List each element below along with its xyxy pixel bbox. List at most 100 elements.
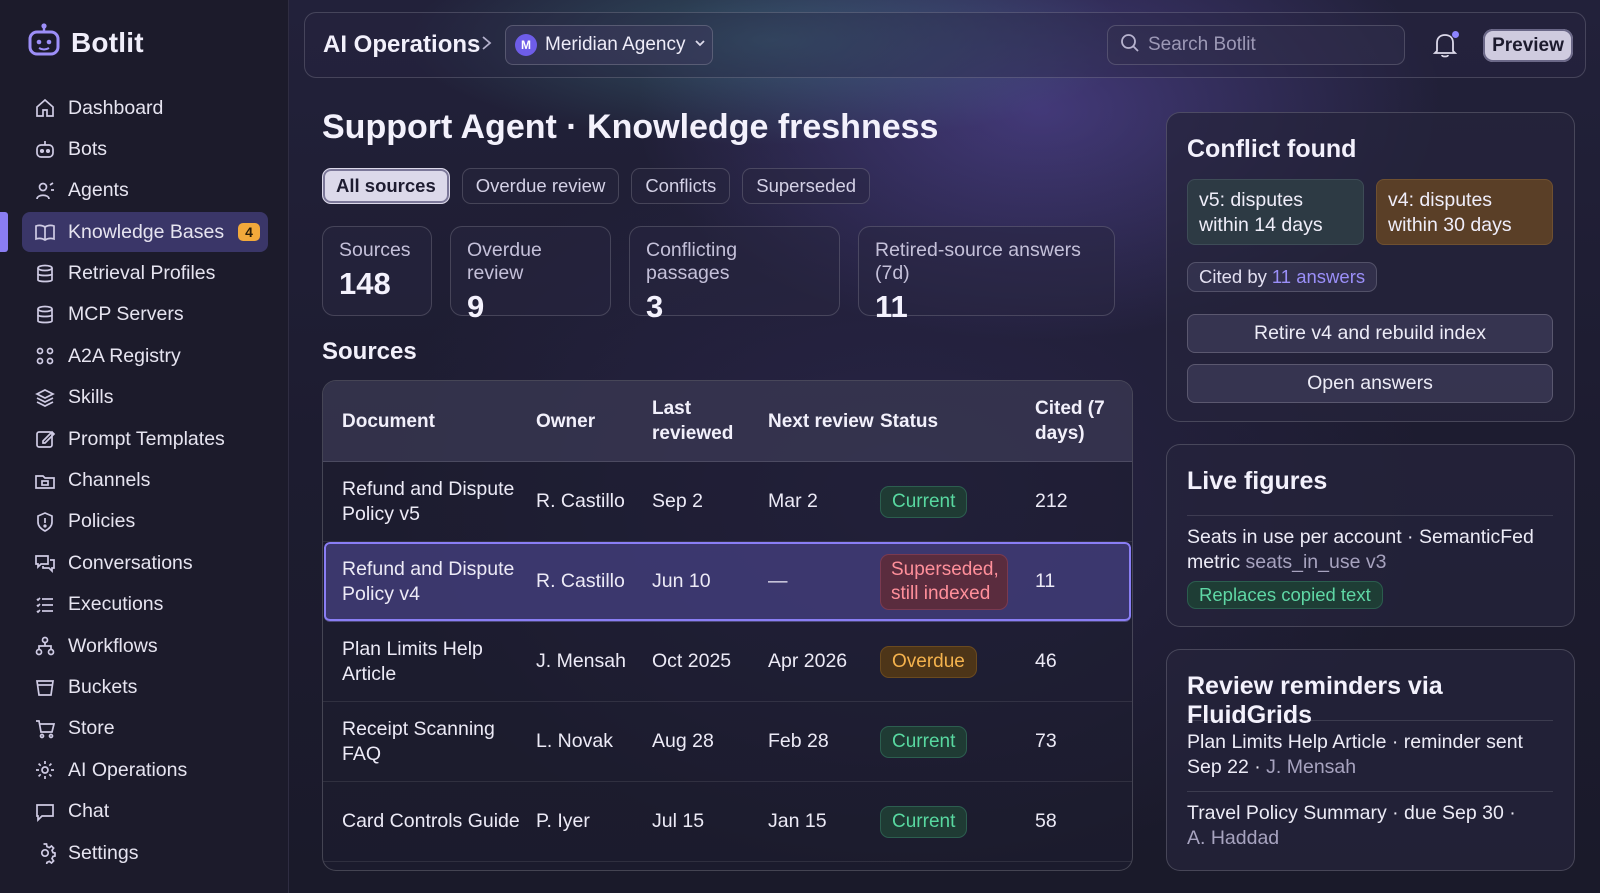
workspace-selector[interactable]: M Meridian Agency <box>505 25 713 65</box>
sidebar-item-channels[interactable]: Channels <box>22 461 268 501</box>
table-row[interactable]: Plan Limits Help Article J. Mensah Oct 2… <box>323 622 1132 702</box>
sidebar-item-policies[interactable]: Policies <box>22 502 268 542</box>
sidebar-item-buckets[interactable]: Buckets <box>22 667 268 707</box>
sidebar-item-label: Chat <box>68 800 110 823</box>
sidebar-item-label: Workflows <box>68 634 158 657</box>
cell-document: Card Controls Guide <box>342 810 520 832</box>
layers-icon <box>34 387 56 409</box>
sidebar-item-label: Prompt Templates <box>68 427 225 450</box>
sidebar-item-conversations[interactable]: Conversations <box>22 543 268 583</box>
cell-last-reviewed: Sep 2 <box>652 490 703 512</box>
column-header-last-reviewed[interactable]: Last reviewed <box>652 398 734 444</box>
sidebar-item-label: Skills <box>68 386 114 409</box>
cell-next-review: Feb 28 <box>768 730 829 752</box>
filter-conflicts[interactable]: Conflicts <box>631 168 731 204</box>
sidebar-item-label: A2A Registry <box>68 344 181 367</box>
brand-name: Botlit <box>71 26 144 58</box>
cart-icon <box>34 718 56 740</box>
divider <box>1187 720 1553 721</box>
reminder-item[interactable]: Plan Limits Help Article · reminder sent… <box>1187 730 1553 780</box>
cell-owner: L. Novak <box>536 730 613 752</box>
table-row-selected[interactable]: Refund and Dispute Policy v4 R. Castillo… <box>324 542 1131 622</box>
cell-last-reviewed: Jul 15 <box>652 810 705 832</box>
cited-prefix: Cited by <box>1199 266 1267 287</box>
sidebar-item-skills[interactable]: Skills <box>22 378 268 418</box>
sidebar-item-label: Settings <box>68 841 139 864</box>
column-header-cited[interactable]: Cited (7 days) <box>1035 398 1105 444</box>
stat-card-sources: Sources 148 <box>322 226 432 316</box>
sidebar-item-settings[interactable]: Settings <box>22 833 268 873</box>
cited-answers-link[interactable]: 11 answers <box>1271 266 1366 287</box>
chat-bubbles-icon <box>34 552 56 574</box>
search-box[interactable] <box>1107 25 1405 65</box>
cell-status: Current <box>880 805 1035 838</box>
notifications-button[interactable] <box>1432 31 1460 61</box>
stat-value: 3 <box>646 289 664 324</box>
sidebar-item-dashboard[interactable]: Dashboard <box>22 88 268 128</box>
stat-value: 148 <box>339 266 391 301</box>
cell-status: Overdue <box>880 645 1035 678</box>
cell-cited: 11 <box>1035 570 1056 592</box>
sidebar-item-prompt-templates[interactable]: Prompt Templates <box>22 419 268 459</box>
bell-icon <box>1432 34 1458 63</box>
chat-icon <box>34 801 56 823</box>
sidebar-item-bots[interactable]: Bots <box>22 129 268 169</box>
column-header-document[interactable]: Document <box>342 410 435 432</box>
sidebar-item-chat[interactable]: Chat <box>22 792 268 832</box>
breadcrumb-title[interactable]: AI Operations <box>323 31 481 58</box>
cell-next-review: Mar 2 <box>768 490 818 512</box>
sidebar-item-label: Retrieval Profiles <box>68 262 216 285</box>
reminder-person: J. Mensah <box>1266 756 1357 778</box>
stat-label: Retired-source answers (7d) <box>875 239 1081 284</box>
sidebar-item-label: Store <box>68 717 115 740</box>
cell-next-review: Jan 15 <box>768 810 827 832</box>
sidebar-nav: Dashboard Bots Agents Knowledge Bases 4 … <box>0 88 268 874</box>
figure-line: Seats in use per account · SemanticFed <box>1187 526 1534 548</box>
column-header-next-review[interactable]: Next review <box>768 410 874 432</box>
column-header-status[interactable]: Status <box>880 410 939 432</box>
sidebar-item-agents[interactable]: Agents <box>22 171 268 211</box>
cited-by-badge: Cited by 11 answers <box>1187 262 1378 292</box>
card-title: Review reminders via FluidGrids <box>1187 672 1443 729</box>
stat-card-conflicting: Conflicting passages 3 <box>629 226 840 324</box>
edit-icon <box>34 428 56 450</box>
divider <box>1187 515 1553 516</box>
cell-last-reviewed: Aug 28 <box>652 730 714 752</box>
workflow-icon <box>34 635 56 657</box>
filter-overdue-review[interactable]: Overdue review <box>461 168 620 204</box>
stat-label: Overdue review <box>467 239 542 284</box>
filter-all-sources[interactable]: All sources <box>322 168 450 204</box>
sidebar-item-mcp-servers[interactable]: MCP Servers <box>22 295 268 335</box>
open-answers-button[interactable]: Open answers <box>1187 364 1553 403</box>
cell-cited: 46 <box>1035 650 1057 672</box>
sidebar-item-retrieval-profiles[interactable]: Retrieval Profiles <box>22 254 268 294</box>
list-icon <box>34 594 56 616</box>
brand[interactable]: Botlit <box>26 22 144 63</box>
filter-tabs: All sources Overdue review Conflicts Sup… <box>322 168 871 204</box>
gear-icon <box>34 759 56 781</box>
cell-status: Current <box>880 485 1035 518</box>
sidebar-item-workflows[interactable]: Workflows <box>22 626 268 666</box>
sidebar-item-executions[interactable]: Executions <box>22 585 268 625</box>
retire-rebuild-button[interactable]: Retire v4 and rebuild index <box>1187 314 1553 353</box>
reminder-item[interactable]: Travel Policy Summary · due Sep 30 · A. … <box>1187 801 1553 851</box>
table-row[interactable]: Card Controls Guide P. Iyer Jul 15 Jan 1… <box>323 782 1132 862</box>
sidebar-item-label: Executions <box>68 593 164 616</box>
table-row[interactable]: Refund and Dispute Policy v5 R. Castillo… <box>323 462 1132 542</box>
table-row[interactable]: Receipt Scanning FAQ L. Novak Aug 28 Feb… <box>323 702 1132 782</box>
sidebar-item-knowledge-bases[interactable]: Knowledge Bases 4 <box>0 212 268 253</box>
sidebar-item-ai-operations[interactable]: AI Operations <box>22 750 268 790</box>
home-icon <box>34 97 56 119</box>
sidebar-item-label: Bots <box>68 137 108 160</box>
cell-last-reviewed: Oct 2025 <box>652 650 732 672</box>
preview-button[interactable]: Preview <box>1483 29 1573 62</box>
bot-logo-icon <box>26 22 62 63</box>
stat-label: Sources <box>339 239 411 261</box>
sidebar-item-store[interactable]: Store <box>22 709 268 749</box>
reminder-person: A. Haddad <box>1187 827 1280 849</box>
sidebar-item-a2a-registry[interactable]: A2A Registry <box>22 336 268 376</box>
cell-status: Superseded, still indexed <box>880 553 1035 610</box>
column-header-owner[interactable]: Owner <box>536 410 596 432</box>
search-input[interactable] <box>1148 34 1388 56</box>
filter-superseded[interactable]: Superseded <box>742 168 871 204</box>
